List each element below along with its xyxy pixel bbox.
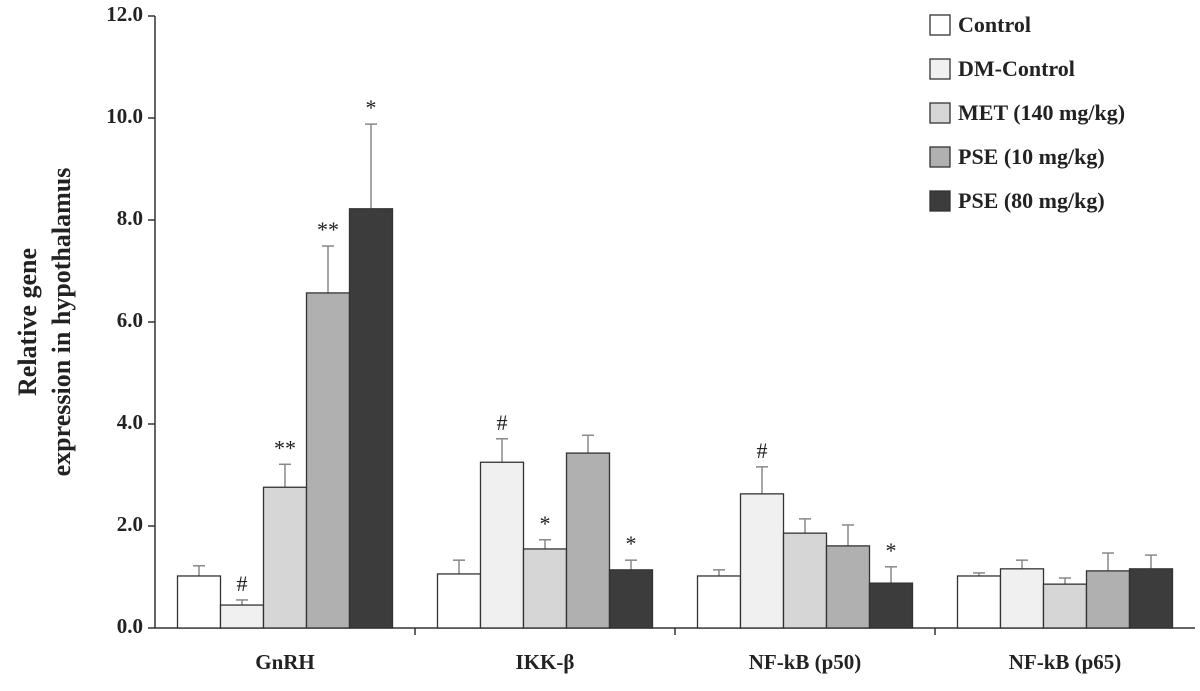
legend-label: Control [958, 12, 1031, 37]
bar [1128, 568, 1174, 629]
y-tick-label: 2.0 [117, 512, 143, 536]
bar [956, 575, 1002, 629]
significance-label: ** [317, 217, 339, 242]
y-tick-label: 4.0 [117, 410, 143, 434]
y-tick-label: 8.0 [117, 206, 143, 230]
bar [608, 569, 654, 629]
bar [696, 575, 742, 629]
bar [999, 568, 1045, 629]
bar [1042, 583, 1088, 629]
x-tick-label: IKK-β [516, 650, 575, 674]
bar [782, 532, 828, 629]
bar [305, 292, 351, 629]
significance-label: # [757, 438, 768, 463]
x-tick-label: NF-kB (p50) [749, 650, 862, 674]
y-tick-label: 6.0 [117, 308, 143, 332]
bar [565, 452, 611, 629]
bar [219, 604, 265, 629]
bar [176, 575, 222, 629]
bar [262, 486, 308, 629]
y-axis-label: Relative gene [13, 248, 42, 396]
significance-label: * [366, 95, 377, 120]
x-tick-label: NF-kB (p65) [1009, 650, 1122, 674]
bar [1085, 570, 1131, 629]
bar [436, 573, 482, 629]
y-tick-label: 12.0 [106, 2, 143, 26]
x-tick-label: GnRH [255, 650, 315, 674]
legend-swatch [929, 58, 951, 80]
legend-swatch [929, 14, 951, 36]
bar [868, 582, 914, 629]
bar [348, 208, 394, 629]
legend-swatch [929, 190, 951, 212]
significance-label: ** [274, 435, 296, 460]
bar [522, 548, 568, 629]
significance-label: # [497, 410, 508, 435]
legend-label: DM-Control [958, 56, 1075, 81]
significance-label: # [237, 571, 248, 596]
y-axis-label: expression in hypothalamus [47, 168, 76, 477]
legend-label: PSE (10 mg/kg) [958, 144, 1105, 169]
y-tick-label: 10.0 [106, 104, 143, 128]
bar [479, 461, 525, 629]
legend-label: MET (140 mg/kg) [958, 100, 1125, 125]
significance-label: * [540, 511, 551, 536]
bar [825, 545, 871, 629]
significance-label: * [886, 538, 897, 563]
bar [739, 493, 785, 629]
legend-swatch [929, 102, 951, 124]
significance-label: * [626, 531, 637, 556]
legend-swatch [929, 146, 951, 168]
legend-label: PSE (80 mg/kg) [958, 188, 1105, 213]
y-tick-label: 0.0 [117, 614, 143, 638]
